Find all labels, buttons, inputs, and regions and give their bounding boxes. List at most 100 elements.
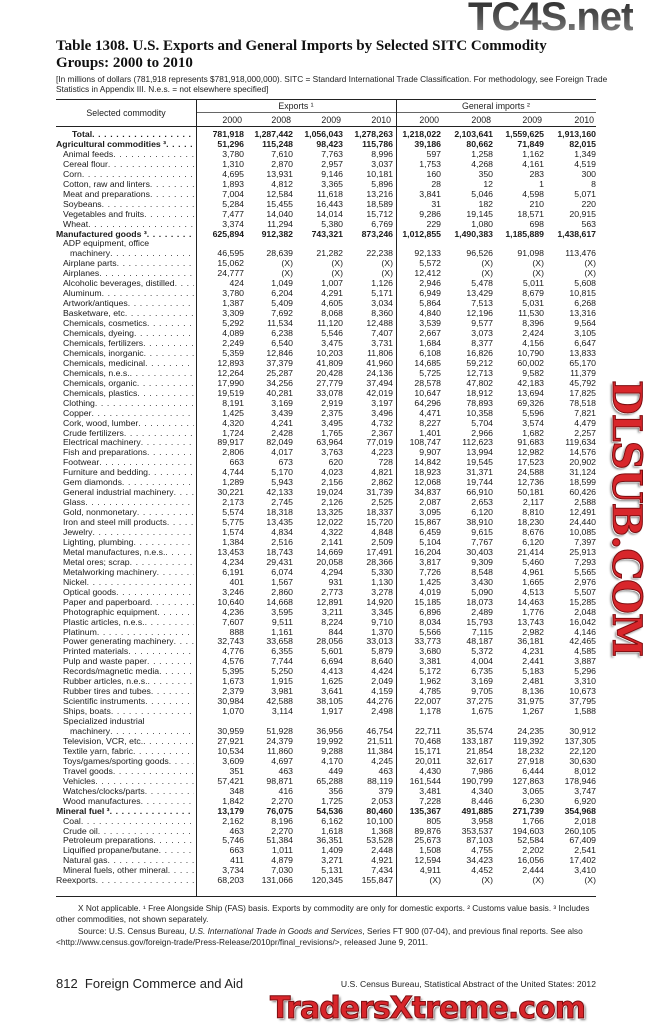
value-cell: 12,196 <box>466 308 493 319</box>
dot-leader <box>95 398 194 408</box>
table-row: Power generating machinery 32,743 33,658 28… <box>56 636 596 646</box>
row-label: Toys/games/sporting goods <box>63 755 169 766</box>
dot-leader <box>151 686 194 696</box>
row-label-cell: Soybeans <box>63 199 194 209</box>
row-label-cell: Natural gas <box>63 855 194 865</box>
value-cell: 59,212 <box>466 357 493 368</box>
value-cell: 48,187 <box>466 636 493 647</box>
value-cell: 2,919 <box>321 397 343 408</box>
value-cell: 7,607 <box>222 616 244 627</box>
value-cell: 424 <box>229 278 245 289</box>
row-label: Records/magnetic media <box>63 666 160 677</box>
value-cell: 113,476 <box>565 248 596 259</box>
value-cell: 11,120 <box>317 318 343 329</box>
value-cell: 70,468 <box>414 735 441 746</box>
value-cell: 4,159 <box>371 686 393 697</box>
value-cell: 5,292 <box>222 318 244 329</box>
value-cell: 2,048 <box>574 606 596 617</box>
value-cell: 4,695 <box>222 168 244 179</box>
value-cell: 379 <box>378 785 394 796</box>
value-cell: 912,382 <box>261 228 293 239</box>
row-label-cell: Artwork/antiques <box>63 298 194 308</box>
value-cell: 37,795 <box>569 696 596 707</box>
value-cell: 54,536 <box>316 805 343 816</box>
value-cell: 1,765 <box>321 427 343 438</box>
row-label: Gold, nonmonetary <box>63 507 137 518</box>
row-label-cell: Scientific instruments <box>63 696 194 706</box>
value-cell: 8,377 <box>471 337 493 348</box>
value-cell: 2,270 <box>271 825 293 836</box>
dot-leader <box>174 487 194 497</box>
value-cell: 4,879 <box>271 855 293 866</box>
value-cell: 65,288 <box>316 775 343 786</box>
table-row: Gem diamonds 1,289 5,943 2,156 2,862 12,068 19… <box>56 477 596 487</box>
value-cell: 2,448 <box>371 845 393 856</box>
value-cell: 10,085 <box>569 527 596 537</box>
value-cell: 28,639 <box>266 248 293 259</box>
dot-leader <box>137 378 194 388</box>
value-cell: 18,743 <box>266 546 293 557</box>
table-row: Wood manufactures 1,842 2,270 1,725 2,053 7,2… <box>56 796 596 806</box>
value-cell: 2,588 <box>574 497 596 508</box>
value-cell: 7,821 <box>574 407 596 418</box>
row-label-cell: Plastic articles, n.e.s. <box>63 617 194 627</box>
value-cell: 178,946 <box>564 775 596 786</box>
value-cell: 416 <box>278 785 294 796</box>
value-cell: (X) <box>481 258 493 269</box>
value-cell: 7,434 <box>371 865 393 876</box>
table-row: Liquified propane/butane 663 1,011 1,409 2,4… <box>56 845 596 855</box>
value-cell: 13,453 <box>217 546 244 557</box>
value-cell: 2,653 <box>471 497 493 508</box>
value-cell: 4,585 <box>574 646 596 657</box>
tradersxtreme-watermark: TradersXtreme.com <box>270 991 587 1026</box>
value-cell: 4,576 <box>222 656 244 667</box>
value-cell: 1,567 <box>271 576 293 587</box>
value-cell: 663 <box>229 845 245 856</box>
value-cell: 12,594 <box>414 855 441 866</box>
table-row: Petroleum preparations 5,746 51,384 36,351 5… <box>56 835 596 845</box>
value-cell: 42,133 <box>266 487 293 498</box>
value-cell: 60,426 <box>569 487 596 498</box>
value-cell: 161,544 <box>409 775 441 786</box>
value-cell: 9,907 <box>419 447 441 458</box>
publication-credit: U.S. Census Bureau, Statistical Abstract… <box>340 979 596 989</box>
value-cell: 4,268 <box>471 158 493 169</box>
value-cell: 8,191 <box>222 397 244 408</box>
row-label: Travel goods <box>63 765 113 776</box>
value-cell: 348 <box>229 785 245 796</box>
value-cell: 4,223 <box>371 447 393 458</box>
value-cell: 115,786 <box>362 138 393 149</box>
value-cell: 41,960 <box>366 357 393 368</box>
value-cell: 4,605 <box>321 298 343 309</box>
row-label: machinery <box>70 248 111 259</box>
value-cell: 98,423 <box>316 138 343 149</box>
value-cell: 7,397 <box>574 536 596 547</box>
dot-leader <box>108 159 194 169</box>
value-cell: 194,603 <box>512 825 544 836</box>
value-cell: 25,913 <box>569 546 596 557</box>
table-row: Travel goods 351 463 449 463 4,430 7,986 6,444 8… <box>56 766 596 776</box>
value-cell: 31,975 <box>517 696 544 707</box>
dot-leader <box>125 308 194 318</box>
value-cell: 16,056 <box>517 855 544 866</box>
value-cell: 2,541 <box>574 845 596 856</box>
row-label: Fish and preparations <box>63 447 148 458</box>
year-header: 2009 <box>321 115 341 125</box>
value-cell: 12 <box>483 178 493 189</box>
row-label: Clothing <box>63 397 95 408</box>
value-cell: 1,130 <box>371 576 393 587</box>
value-cell: 38,105 <box>316 696 343 707</box>
value-cell: 6,268 <box>574 298 596 309</box>
row-label: Animal feeds <box>63 148 114 159</box>
value-cell: 3,841 <box>419 188 441 199</box>
value-cell: 401 <box>229 576 245 587</box>
value-cell: 2,103,641 <box>454 129 493 139</box>
value-cell: 36,351 <box>316 835 343 846</box>
value-cell: 19,992 <box>316 735 343 746</box>
table-row: Metalworking machinery 6,191 6,074 4,294 5,3… <box>56 567 596 577</box>
dot-leader <box>148 467 194 477</box>
table-row: Records/magnetic media 5,395 5,250 4,413 4,4… <box>56 666 596 676</box>
value-cell: 3,374 <box>222 218 244 229</box>
value-cell: 5,864 <box>419 298 441 309</box>
value-cell: 16,826 <box>466 347 493 358</box>
